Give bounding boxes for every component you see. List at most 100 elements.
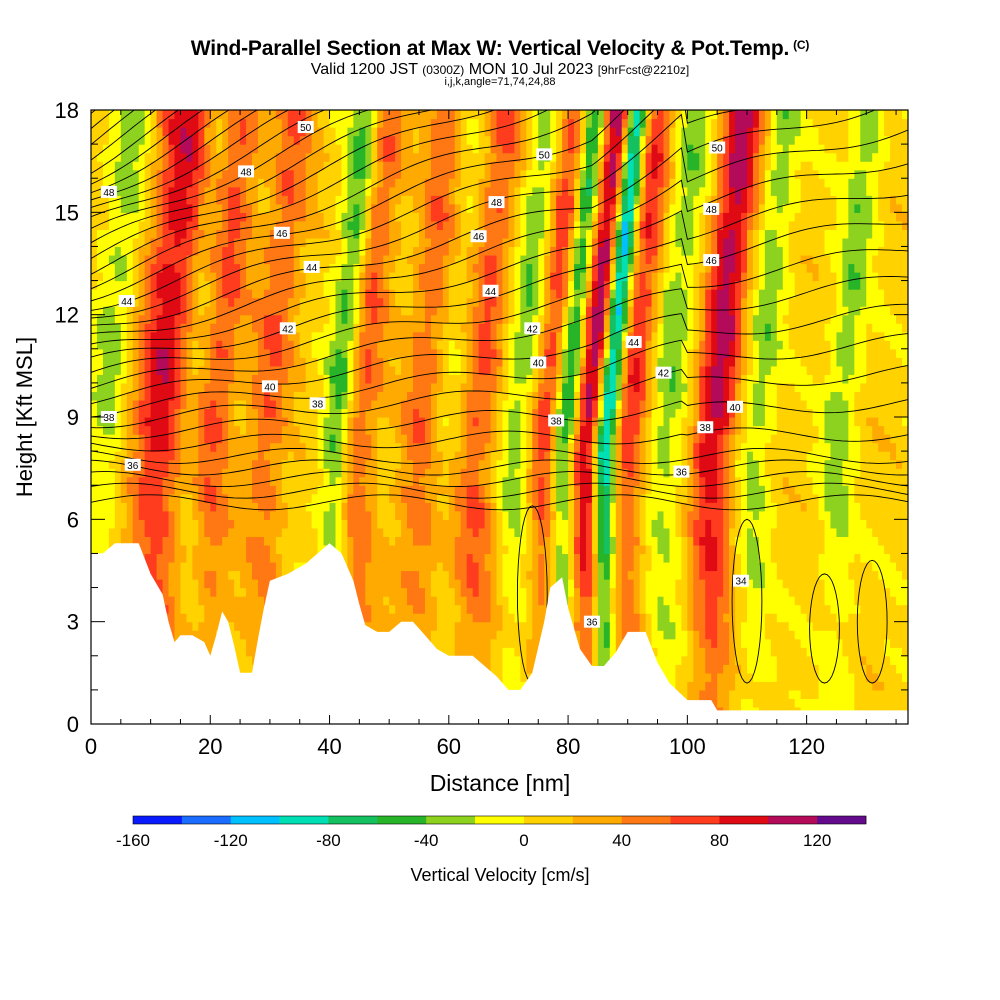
velocity-cell [311,382,319,393]
velocity-cell [365,280,372,290]
velocity-cell [263,391,271,401]
velocity-cell [96,502,104,512]
velocity-cell [287,220,295,230]
velocity-cell [204,144,211,154]
velocity-cell [174,178,182,188]
velocity-cell [389,272,396,282]
velocity-cell [442,485,450,495]
velocity-cell [466,613,474,623]
velocity-cell [126,340,134,350]
velocity-cell [287,152,295,162]
velocity-cell [210,417,217,427]
velocity-cell [466,229,474,239]
velocity-cell [102,374,110,384]
velocity-cell [418,374,426,384]
velocity-cell [192,169,199,179]
velocity-cell [353,212,360,222]
velocity-cell [496,272,504,282]
velocity-cell [299,425,307,435]
velocity-cell [228,306,235,316]
velocity-cell [401,434,408,444]
velocity-cell [389,229,396,239]
velocity-cell [240,178,247,188]
velocity-cell [180,485,188,495]
velocity-cell [132,152,140,162]
velocity-cell [389,408,396,418]
velocity-cell [216,493,223,503]
velocity-cell [305,340,313,350]
velocity-cell [192,519,199,529]
velocity-cell [424,272,432,282]
velocity-cell [144,237,152,248]
velocity-cell [102,314,110,324]
velocity-cell [472,348,480,358]
velocity-cell [91,425,98,435]
velocity-cell [96,374,104,384]
velocity-cell [448,118,456,128]
velocity-cell [228,451,235,461]
velocity-cell [377,348,384,358]
velocity-cell [281,348,289,358]
velocity-cell [204,195,211,205]
velocity-cell [377,135,384,145]
velocity-cell [389,519,396,529]
velocity-cell [174,459,182,469]
velocity-cell [442,306,450,316]
velocity-cell [192,442,199,452]
velocity-cell [216,451,223,461]
velocity-cell [234,519,241,529]
velocity-cell [401,579,408,589]
velocity-cell [353,399,360,410]
velocity-cell [144,306,152,316]
velocity-cell [389,476,396,486]
velocity-cell [395,434,402,444]
velocity-cell [371,399,378,410]
velocity-cell [240,647,247,657]
velocity-cell [156,314,164,324]
velocity-cell [269,237,277,248]
velocity-cell [436,451,444,461]
velocity-cell [371,118,378,128]
velocity-cell [287,195,295,205]
velocity-cell [347,297,354,307]
velocity-cell [418,621,426,631]
velocity-cell [323,510,331,520]
velocity-cell [156,246,164,256]
velocity-cell [448,604,456,614]
velocity-cell [359,544,366,555]
velocity-cell [472,451,480,461]
velocity-cell [484,169,492,179]
velocity-cell [413,237,420,248]
velocity-cell [460,186,468,196]
velocity-cell [442,579,450,589]
velocity-cell [228,178,235,188]
velocity-cell [365,135,372,145]
velocity-cell [418,229,426,239]
velocity-cell [180,493,188,503]
velocity-cell [305,254,313,265]
velocity-cell [228,220,235,230]
velocity-cell [311,544,319,555]
velocity-cell [216,229,223,239]
velocity-cell [234,630,241,640]
velocity-cell [359,195,366,205]
velocity-cell [222,246,229,256]
velocity-cell [174,289,182,299]
velocity-cell [210,365,217,375]
velocity-cell [317,493,325,503]
velocity-cell [430,374,438,384]
velocity-cell [204,442,211,452]
velocity-cell [174,476,182,486]
velocity-cell [132,399,140,410]
velocity-cell [246,314,253,324]
velocity-cell [299,399,307,410]
velocity-cell [126,442,134,452]
velocity-cell [442,220,450,230]
velocity-cell [353,297,360,307]
velocity-cell [180,152,188,162]
velocity-cell [418,110,426,120]
velocity-cell [114,425,122,435]
velocity-cell [114,510,122,520]
velocity-cell [216,254,223,265]
velocity-cell [150,357,158,367]
